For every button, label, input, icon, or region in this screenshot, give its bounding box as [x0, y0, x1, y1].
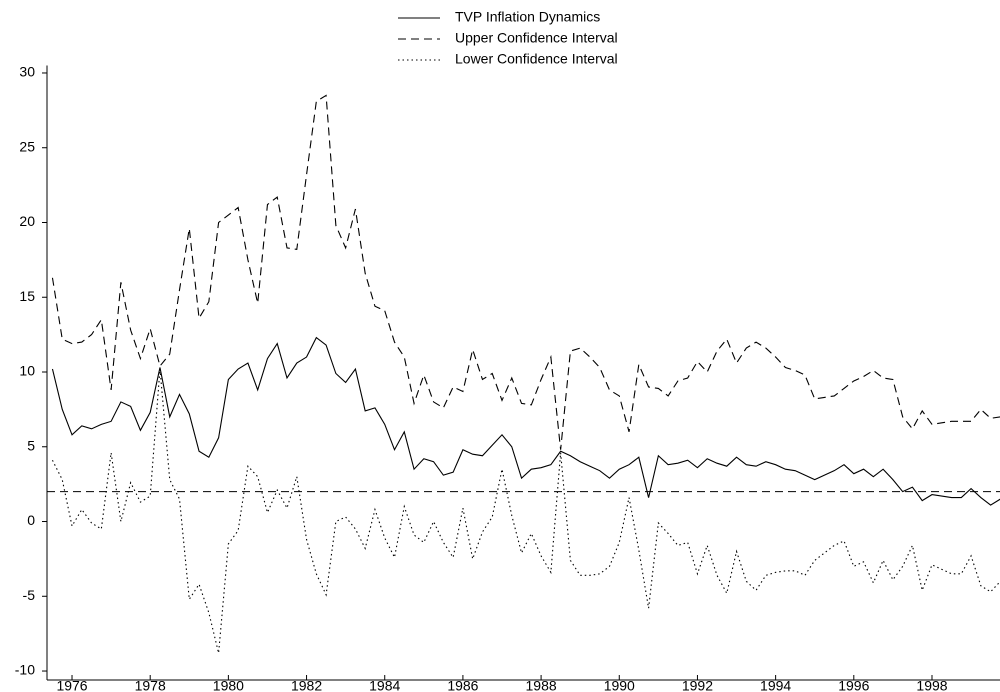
x-tick-label: 1992	[682, 678, 713, 692]
legend-label: Lower Confidence Interval	[455, 51, 618, 67]
x-tick-label: 1990	[604, 678, 635, 692]
x-tick-label: 1984	[369, 678, 400, 692]
y-tick-label: 10	[19, 363, 35, 379]
y-tick-label: -10	[15, 662, 35, 678]
x-tick-label: 1994	[760, 678, 791, 692]
series-line	[51, 336, 1000, 506]
series-line	[51, 368, 1000, 654]
legend-label: Upper Confidence Interval	[455, 30, 618, 46]
x-tick-label: 1978	[135, 678, 166, 692]
legend-label: TVP Inflation Dynamics	[455, 9, 600, 25]
x-tick-label: 1980	[213, 678, 244, 692]
x-tick-label: 1996	[838, 678, 869, 692]
y-tick-label: 25	[19, 138, 35, 154]
x-tick-label: 1982	[291, 678, 322, 692]
y-tick-label: -5	[23, 587, 36, 603]
x-tick-label: 1976	[56, 678, 87, 692]
y-tick-label: 15	[19, 288, 35, 304]
series-line	[51, 94, 1000, 450]
x-tick-label: 1998	[916, 678, 947, 692]
x-tick-label: 1988	[526, 678, 557, 692]
y-tick-label: 0	[27, 512, 35, 528]
x-tick-label: 1986	[447, 678, 478, 692]
y-tick-label: 20	[19, 213, 35, 229]
y-tick-label: 5	[27, 437, 35, 453]
y-tick-label: 30	[19, 64, 35, 80]
